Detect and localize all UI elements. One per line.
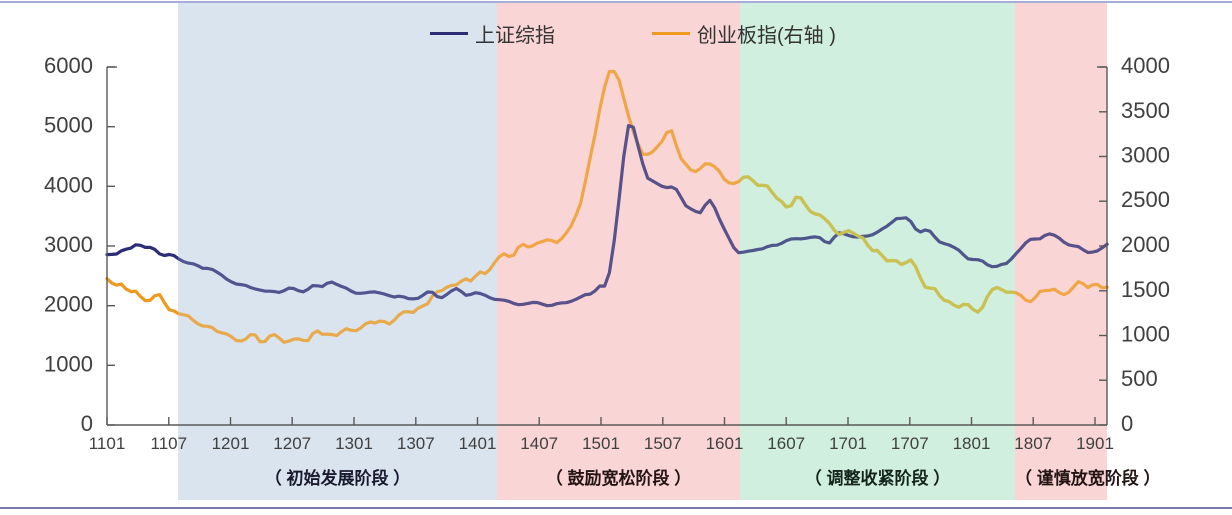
svg-text:3500: 3500: [1121, 98, 1170, 123]
svg-text:1407: 1407: [520, 434, 558, 453]
svg-text:1507: 1507: [644, 434, 682, 453]
svg-text:1307: 1307: [397, 434, 435, 453]
svg-text:1707: 1707: [891, 434, 929, 453]
svg-text:4000: 4000: [44, 172, 93, 197]
svg-text:1901: 1901: [1076, 434, 1114, 453]
svg-text:4000: 4000: [1121, 53, 1170, 78]
svg-text:1301: 1301: [335, 434, 373, 453]
svg-text:1607: 1607: [767, 434, 805, 453]
svg-text:1601: 1601: [706, 434, 744, 453]
svg-text:3000: 3000: [1121, 143, 1170, 168]
svg-text:1207: 1207: [273, 434, 311, 453]
svg-text:500: 500: [1121, 366, 1158, 391]
svg-text:3000: 3000: [44, 232, 93, 257]
svg-text:0: 0: [1121, 411, 1133, 436]
svg-text:0: 0: [81, 411, 93, 436]
svg-text:5000: 5000: [44, 113, 93, 138]
svg-text:1000: 1000: [1121, 322, 1170, 347]
svg-text:2000: 2000: [1121, 232, 1170, 257]
svg-text:2500: 2500: [1121, 187, 1170, 212]
svg-text:1201: 1201: [212, 434, 250, 453]
svg-text:1807: 1807: [1014, 434, 1052, 453]
svg-text:1401: 1401: [459, 434, 497, 453]
svg-text:1000: 1000: [44, 351, 93, 376]
svg-text:1701: 1701: [829, 434, 867, 453]
svg-text:1101: 1101: [89, 434, 126, 453]
svg-text:1501: 1501: [582, 434, 620, 453]
svg-text:6000: 6000: [44, 53, 93, 78]
svg-text:1500: 1500: [1121, 277, 1170, 302]
svg-text:1801: 1801: [953, 434, 991, 453]
svg-text:1107: 1107: [151, 434, 188, 453]
svg-text:2000: 2000: [44, 292, 93, 317]
